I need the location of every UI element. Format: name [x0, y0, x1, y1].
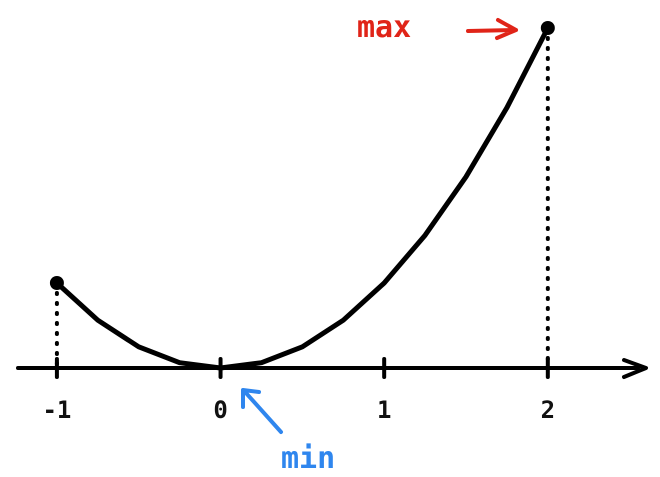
guide-lines	[54, 26, 550, 370]
endpoints	[49, 21, 555, 290]
x-axis-arrow	[622, 358, 648, 379]
x-tick-label: 0	[213, 396, 227, 424]
max-label: max	[357, 10, 411, 45]
max-annotation: max	[357, 10, 518, 45]
min-label: min	[281, 441, 335, 476]
series-curve	[54, 25, 551, 371]
x-tick-label: 2	[541, 396, 555, 424]
curve-layer	[54, 25, 551, 371]
max-arrow	[466, 18, 518, 40]
endpoint-1	[49, 276, 64, 290]
x-tick-label: 1	[377, 396, 391, 424]
min-annotation: min	[241, 388, 335, 476]
x-axis	[16, 358, 648, 379]
endpoint-2	[540, 21, 555, 35]
x-ticks: -1 0 1 2	[42, 357, 555, 424]
x-tick-label: -1	[42, 396, 71, 424]
min-arrow	[241, 388, 283, 434]
